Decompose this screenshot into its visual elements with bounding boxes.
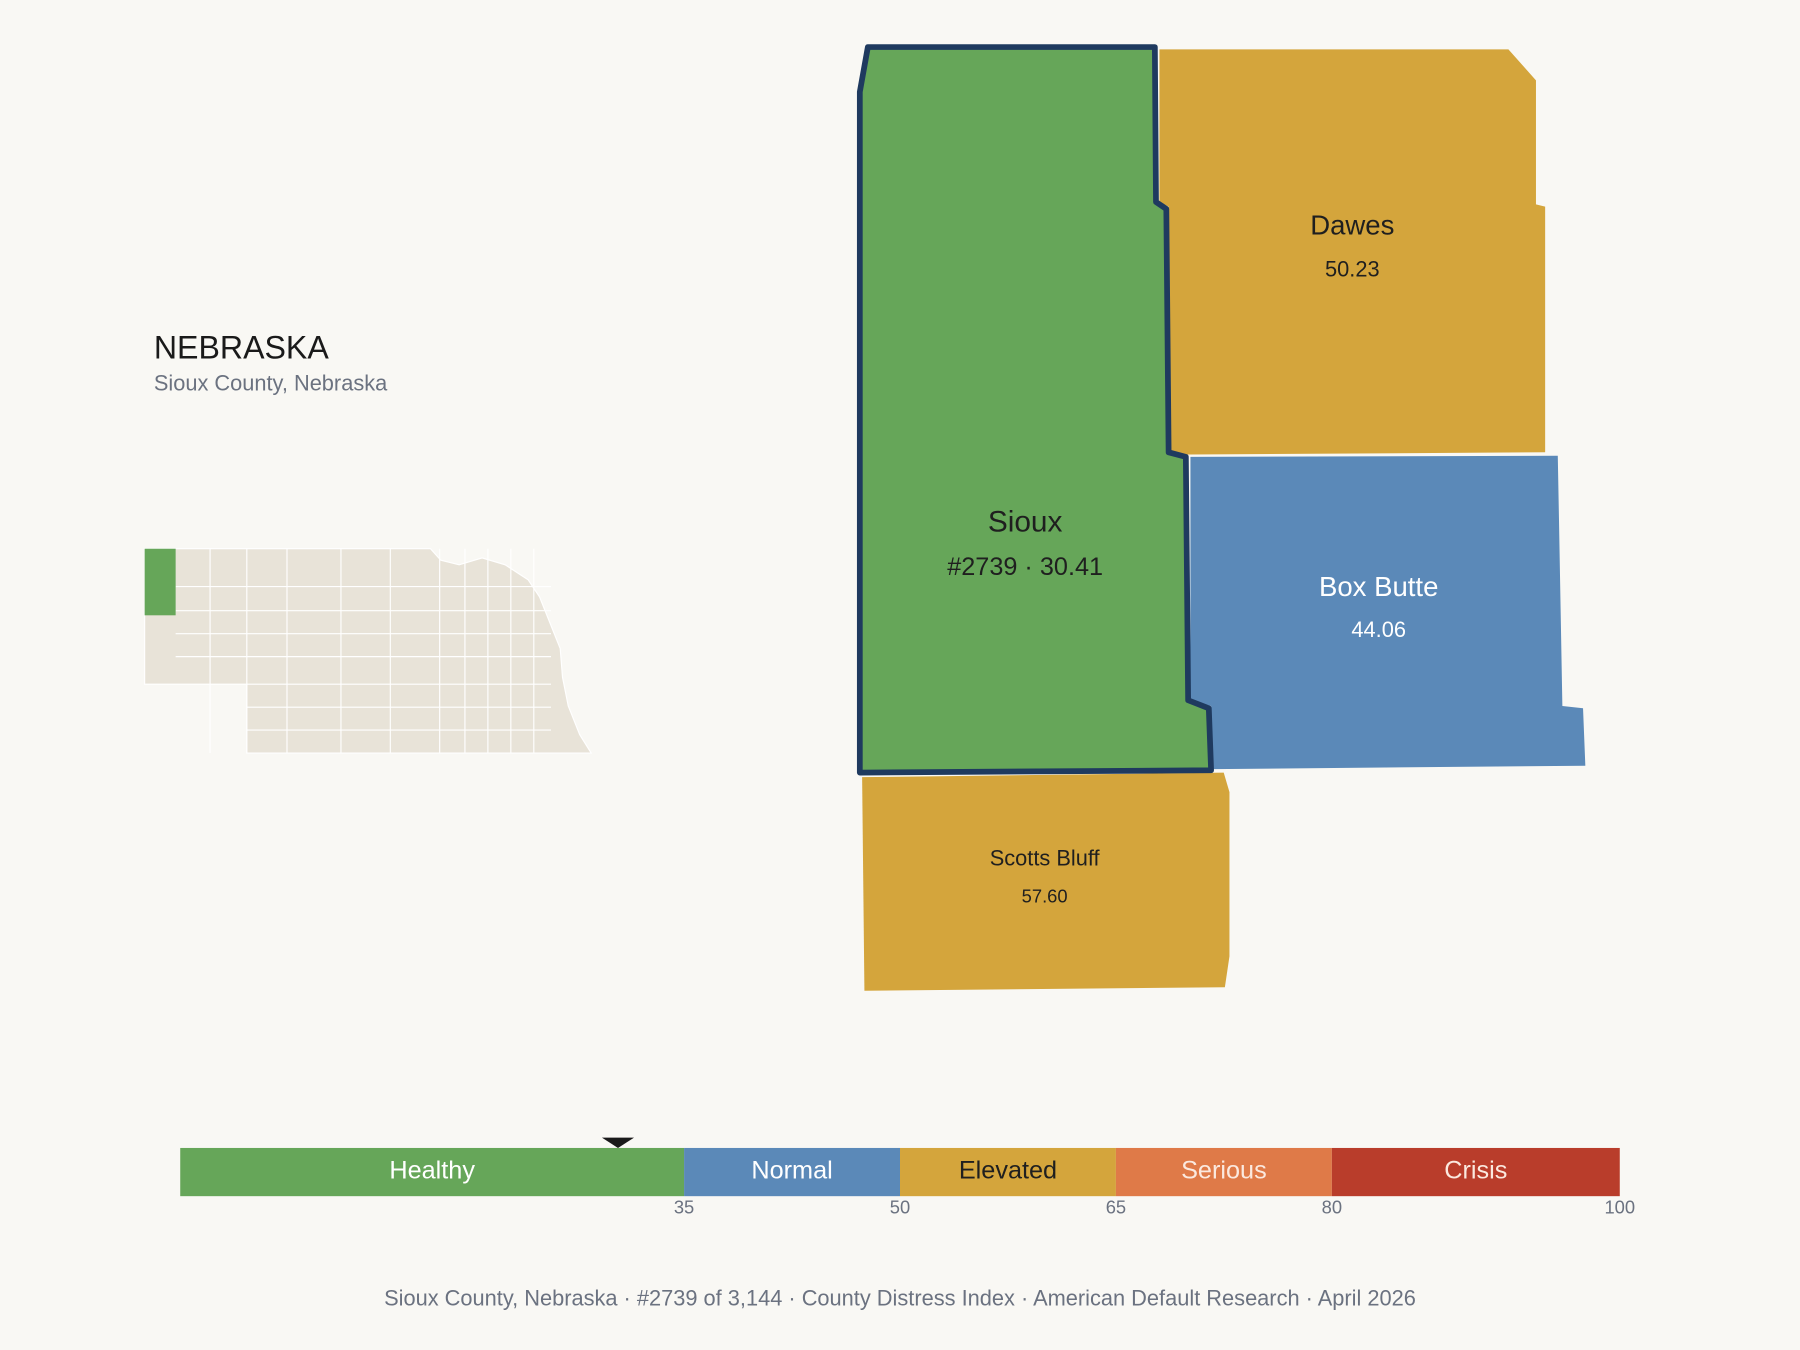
distress-scale: Healthy 35 Normal 50 Elevated 65 Serious 80 Cris… [180,1137,1635,1218]
county-shape [856,44,1214,776]
scale-tick-label: 80 [1322,1197,1342,1218]
county-value: 44.06 [1351,617,1406,642]
scale-tick-label: 100 [1604,1197,1635,1218]
scale-band [1331,1147,1620,1197]
band-label: Normal [751,1157,832,1185]
county-value: 57.60 [1022,886,1068,907]
scale-marker [601,1137,635,1148]
county-shape [1190,455,1586,770]
scale-tick-label: 50 [890,1197,910,1218]
scale-tick-label: 35 [674,1197,694,1218]
county-name: Scotts Bluff [990,846,1101,871]
scale-band [900,1147,1116,1197]
state-title: NEBRASKA [154,330,330,366]
county-map: Sioux #2739 · 30.41 Dawes 50.23 Box Butte 44.… [856,44,1586,991]
scale-band [684,1147,900,1197]
scale-band [180,1147,685,1197]
county-name: Dawes [1310,210,1394,241]
county-value: 50.23 [1325,257,1380,282]
county-name: Sioux [988,505,1063,538]
band-label: Elevated [959,1157,1057,1185]
state-shape [144,548,593,754]
subtitle: Sioux County, Nebraska [154,370,388,395]
footer: Sioux County, Nebraska · #2739 of 3,144 … [384,1285,1416,1310]
band-label: Crisis [1444,1157,1507,1185]
state-locator [144,548,593,754]
selected-county-locator [144,548,176,616]
scale-tick-label: 65 [1106,1197,1126,1218]
band-label: Serious [1181,1157,1267,1185]
county-value: #2739 · 30.41 [947,553,1103,581]
band-label: Healthy [389,1157,475,1185]
scale-band [1115,1147,1332,1197]
county-name: Box Butte [1319,571,1438,602]
county-shape [1159,49,1546,455]
county-shape [862,772,1230,991]
